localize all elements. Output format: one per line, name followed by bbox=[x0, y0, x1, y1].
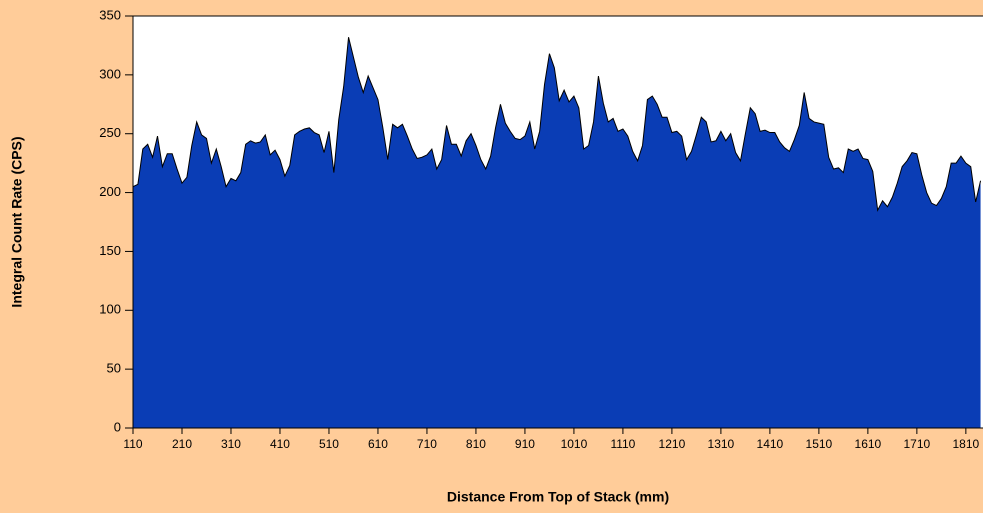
x-tick-label: 1310 bbox=[708, 437, 735, 451]
y-tick-label: 350 bbox=[99, 7, 121, 22]
y-tick-label: 300 bbox=[99, 66, 121, 81]
x-tick-label: 1810 bbox=[953, 437, 980, 451]
x-tick-label: 1710 bbox=[904, 437, 931, 451]
x-tick-label: 310 bbox=[221, 437, 241, 451]
area-outline bbox=[132, 37, 982, 212]
x-tick-label: 610 bbox=[368, 437, 388, 451]
y-axis-title: Integral Count Rate (CPS) bbox=[9, 136, 25, 307]
y-tick-label: 50 bbox=[107, 361, 121, 376]
area bbox=[133, 37, 981, 428]
x-tick-label: 210 bbox=[172, 437, 192, 451]
x-tick-label: 1210 bbox=[659, 437, 686, 451]
x-tick-label: 810 bbox=[466, 437, 486, 451]
x-tick-label: 910 bbox=[515, 437, 535, 451]
x-tick-label: 1510 bbox=[806, 437, 833, 451]
x-axis-title: Distance From Top of Stack (mm) bbox=[447, 489, 669, 505]
x-tick-label: 410 bbox=[270, 437, 290, 451]
x-tick-label: 1010 bbox=[561, 437, 588, 451]
y-tick-label: 200 bbox=[99, 184, 121, 199]
y-tick-label: 0 bbox=[114, 419, 121, 434]
y-tick-label: 100 bbox=[99, 302, 121, 317]
x-tick-label: 1610 bbox=[855, 437, 882, 451]
x-tick-label: 110 bbox=[123, 437, 142, 451]
x-tick-label: 510 bbox=[319, 437, 339, 451]
y-tick-label: 150 bbox=[99, 243, 121, 258]
y-tick-label: 250 bbox=[99, 125, 121, 140]
x-tick-label: 710 bbox=[417, 437, 437, 451]
x-tick-label: 1410 bbox=[757, 437, 784, 451]
x-tick-label: 1110 bbox=[610, 437, 635, 451]
